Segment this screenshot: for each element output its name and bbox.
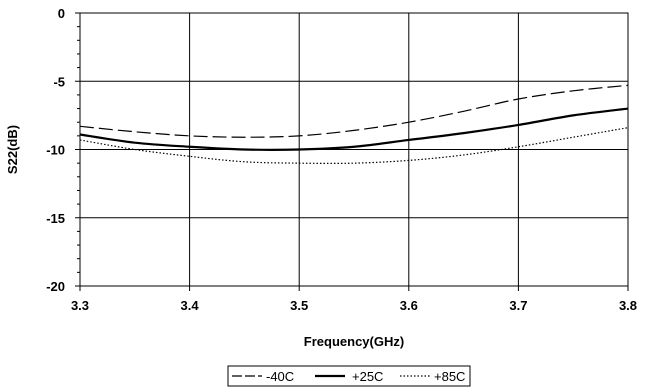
y-tick-label: -5 — [53, 74, 65, 89]
y-tick-label: -15 — [46, 211, 65, 226]
x-tick-label: 3.7 — [509, 298, 527, 313]
legend-label: +85C — [434, 369, 465, 384]
series-line-85c — [79, 127, 629, 165]
legend-box — [227, 365, 471, 387]
x-tick-labels: 3.3 3.4 3.5 3.6 3.7 3.8 — [71, 298, 637, 313]
x-axis-label: Frequency(GHz) — [304, 334, 404, 349]
x-tick-label: 3.8 — [619, 298, 637, 313]
series-line-40c — [79, 84, 629, 138]
x-tick-label: 3.3 — [71, 298, 89, 313]
y-tick-labels: 0 -5 -10 -15 -20 — [46, 6, 65, 294]
plot-area-frame — [79, 12, 629, 287]
x-tick-label: 3.5 — [290, 298, 308, 313]
legend: -40C +25C +85C — [227, 365, 471, 387]
series-line-25c — [79, 107, 629, 151]
legend-label: -40C — [266, 369, 294, 384]
x-tick-label: 3.4 — [181, 298, 200, 313]
y-tick-label: 0 — [58, 6, 65, 21]
legend-label: +25C — [352, 369, 383, 384]
y-tick-label: -20 — [46, 279, 65, 294]
y-axis-label: S22(dB) — [5, 125, 20, 174]
y-tick-label: -10 — [46, 143, 65, 158]
minor-ticks — [75, 12, 629, 291]
grid-lines — [80, 13, 628, 286]
x-tick-label: 3.6 — [400, 298, 418, 313]
series-layer — [79, 84, 629, 165]
